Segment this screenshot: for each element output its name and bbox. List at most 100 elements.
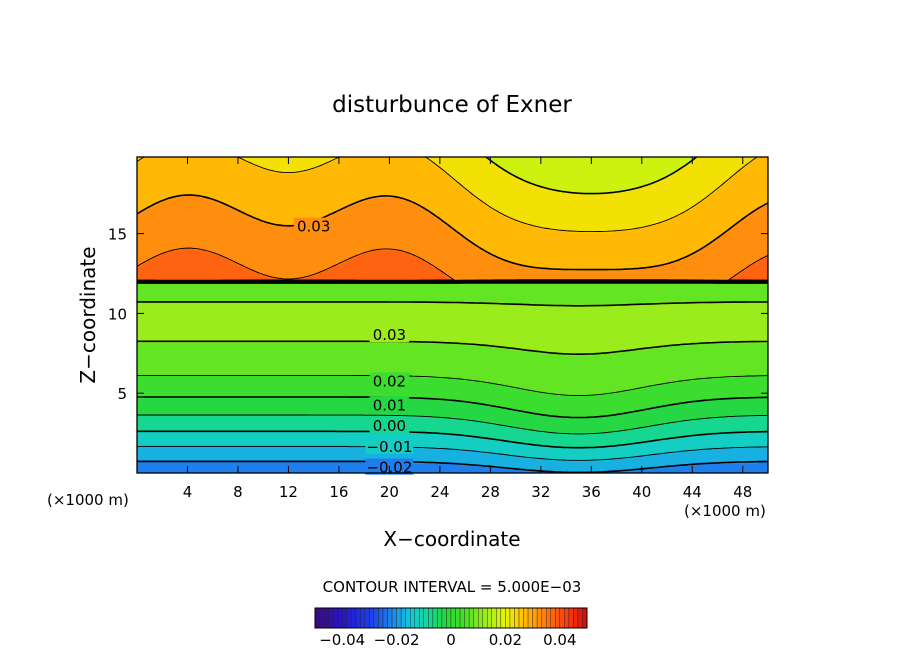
x-axis-ticks: 4 8 12 16 20 24 28 32 36 40 44 48 [183, 157, 752, 501]
colorbar-cell [496, 607, 502, 629]
contour-label: 0.03 [293, 217, 334, 236]
contour-label: −0.01 [365, 437, 414, 456]
x-tick-label: 36 [582, 483, 601, 501]
colorbar-cell [450, 607, 456, 629]
contour-line [137, 247, 768, 281]
colorbar-tick-label: 0.02 [489, 631, 522, 649]
colorbar-cell [314, 607, 320, 629]
colorbar-cell [491, 607, 497, 629]
colorbar-cell [387, 607, 393, 629]
colorbar-cell [360, 607, 366, 629]
colorbar-cell [564, 607, 570, 629]
colorbar-cell [478, 607, 483, 629]
colorbar-cell [396, 607, 402, 629]
plot-area: 0.030.030.020.010.00−0.01−0.02 4 8 12 16 20 2… [108, 156, 769, 501]
y-axis-ticks: 5 10 15 [108, 226, 768, 403]
colorbar-cell [582, 607, 588, 629]
colorbar-cell [500, 607, 506, 629]
colorbar-cell [323, 607, 329, 629]
svg-text:0.03: 0.03 [297, 218, 330, 236]
colorbar-cell [514, 607, 520, 629]
colorbar-cell [428, 607, 434, 629]
colorbar-cell [523, 607, 529, 629]
colorbar-cell [550, 607, 556, 629]
colorbar-cell [577, 607, 583, 629]
colorbar-cell [432, 607, 438, 629]
contour-line [137, 194, 768, 282]
colorbar-cell [459, 607, 465, 629]
svg-text:0.00: 0.00 [373, 417, 406, 435]
colorbar-cell [473, 607, 479, 629]
colorbar-cell [441, 607, 447, 629]
x-tick-label: 40 [632, 483, 651, 501]
colorbar-cell [573, 607, 579, 629]
x-unit-right: (×1000 m) [684, 502, 766, 520]
chart-title: disturbunce of Exner [332, 92, 572, 118]
x-unit-left: (×1000 m) [47, 491, 129, 509]
colorbar-cell [505, 607, 511, 629]
colorbar-cell [518, 607, 524, 629]
x-tick-label: 44 [683, 483, 702, 501]
plot-frame [136, 156, 769, 474]
colorbar-cell [536, 607, 542, 629]
colorbar-cell [437, 607, 443, 629]
filled-contour-field [137, 157, 768, 473]
colorbar-tick-label: −0.02 [374, 631, 420, 649]
colorbar-cell [464, 607, 470, 629]
colorbar-cell [378, 607, 384, 629]
colorbar-cell [346, 607, 352, 629]
svg-text:0.02: 0.02 [373, 372, 406, 390]
colorbar-cell [342, 607, 347, 629]
contour-label: 0.02 [369, 372, 410, 390]
colorbar-cell [455, 607, 461, 629]
contour-line [137, 157, 768, 283]
x-tick-label: 20 [380, 483, 399, 501]
colorbar-cell [527, 607, 533, 629]
contour-line [137, 414, 768, 435]
colorbar-cell [382, 607, 388, 629]
x-tick-label: 48 [733, 483, 752, 501]
colorbar-tick-label: 0.04 [543, 631, 576, 649]
svg-text:0.01: 0.01 [373, 396, 406, 414]
x-tick-label: 28 [481, 483, 500, 501]
colorbar-cell [405, 607, 411, 629]
colorbar-tick-label: −0.04 [319, 631, 365, 649]
colorbar-frame [314, 607, 588, 629]
colorbar-cell [373, 607, 379, 629]
x-tick-label: 16 [329, 483, 348, 501]
colorbar: −0.04 −0.02 0 0.02 0.04 [314, 607, 588, 649]
colorbar-tick-label: 0 [446, 631, 456, 649]
colorbar-cell [419, 607, 424, 629]
colorbar-cell [446, 607, 452, 629]
colorbar-tick-labels: −0.04 −0.02 0 0.02 0.04 [319, 631, 576, 649]
colorbar-cell [332, 607, 338, 629]
colorbar-cell [400, 607, 406, 629]
contour-line [137, 446, 768, 461]
contour-label: 0.01 [369, 396, 410, 414]
colorbar-cell [468, 607, 474, 629]
colorbar-cell [532, 607, 538, 629]
y-tick-label: 10 [108, 305, 127, 323]
colorbar-cell [391, 607, 397, 629]
colorbar-cell [351, 607, 356, 629]
contour-interval-note: CONTOUR INTERVAL = 5.000E−03 [323, 578, 582, 596]
colorbar-cell [328, 607, 334, 629]
svg-text:−0.01: −0.01 [366, 438, 412, 456]
colorbar-cell [364, 607, 370, 629]
colorbar-cell [337, 607, 343, 629]
contour-label: 0.00 [369, 417, 410, 435]
x-tick-label: 8 [233, 483, 243, 501]
colorbar-cell [509, 607, 515, 629]
contour-line [137, 396, 768, 419]
y-axis-label: Z−coordinate [76, 246, 100, 383]
colorbar-cell [568, 607, 574, 629]
svg-text:0.03: 0.03 [373, 326, 406, 344]
contour-line [137, 282, 768, 355]
colorbar-cell [482, 607, 488, 629]
y-tick-label: 15 [108, 226, 127, 244]
colorbar-cell [487, 607, 492, 629]
x-tick-label: 4 [183, 483, 193, 501]
colorbar-cell [423, 607, 429, 629]
x-axis-label: X−coordinate [383, 527, 520, 551]
colorbar-cell [546, 607, 551, 629]
